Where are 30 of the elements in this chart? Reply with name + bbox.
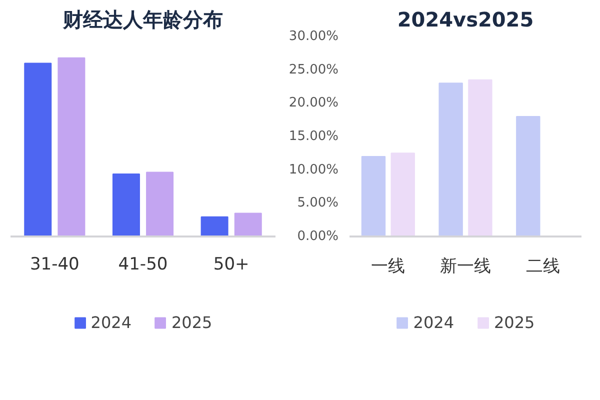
bar (200, 216, 228, 237)
y-tick-label: 20.00% (288, 96, 339, 111)
x-tick-label: 41-50 (118, 254, 168, 274)
legend-label: 2025 (172, 313, 212, 332)
chart-title: 2024vs2025 (397, 8, 534, 32)
x-tick-label: 31-40 (30, 254, 80, 274)
legend-label: 2024 (413, 313, 454, 332)
bar (468, 79, 492, 237)
y-tick-label: 5.00% (297, 196, 339, 211)
x-tick-label: 二线 (526, 256, 560, 276)
bar (390, 152, 415, 237)
chart-title: 财经达人年龄分布 (62, 8, 223, 32)
bar (112, 174, 140, 237)
y-tick-label: 0.00% (297, 229, 339, 244)
y-tick-label: 10.00% (288, 162, 339, 178)
bar (361, 156, 386, 237)
bar (438, 82, 463, 237)
y-tick-label: 15.00% (288, 129, 339, 144)
legend-label: 2024 (90, 313, 132, 332)
bar (234, 212, 262, 237)
y-tick-label: 30.00% (288, 29, 339, 44)
bar (58, 57, 86, 237)
x-tick-label: 一线 (371, 256, 406, 276)
y-tick-label: 25.00% (288, 62, 339, 78)
bar (516, 116, 540, 237)
legend-label: 2025 (494, 313, 535, 332)
bar (146, 172, 174, 237)
x-tick-label: 新一线 (440, 256, 491, 276)
x-tick-label: 50+ (213, 254, 250, 274)
bar (24, 62, 52, 237)
